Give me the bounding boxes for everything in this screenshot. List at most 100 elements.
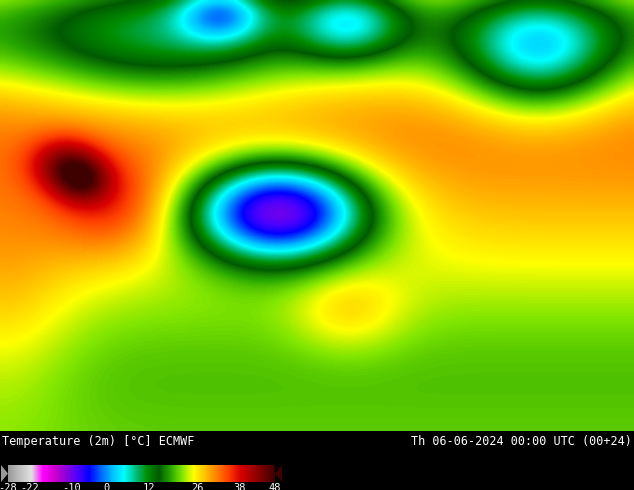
Bar <box>235 465 236 482</box>
Bar <box>253 465 254 482</box>
Bar <box>130 465 131 482</box>
Bar <box>20 465 21 482</box>
Bar <box>23 465 25 482</box>
Bar <box>108 465 109 482</box>
Bar <box>124 465 125 482</box>
Bar <box>129 465 130 482</box>
Bar <box>134 465 136 482</box>
Bar <box>208 465 209 482</box>
Text: 38: 38 <box>233 483 246 490</box>
Bar <box>160 465 161 482</box>
Text: -22: -22 <box>20 483 39 490</box>
Bar <box>227 465 228 482</box>
Bar <box>52 465 53 482</box>
Bar <box>37 465 38 482</box>
Bar <box>150 465 151 482</box>
Bar <box>19 465 20 482</box>
Bar <box>73 465 74 482</box>
Bar <box>212 465 213 482</box>
Bar <box>223 465 224 482</box>
Bar <box>220 465 221 482</box>
Bar <box>223 465 224 482</box>
Bar <box>67 465 68 482</box>
Text: 0: 0 <box>103 483 110 490</box>
Bar <box>201 465 202 482</box>
Bar <box>104 465 105 482</box>
Bar <box>124 465 125 482</box>
Bar <box>211 465 212 482</box>
Bar <box>159 465 160 482</box>
Bar <box>56 465 57 482</box>
Bar <box>70 465 71 482</box>
Bar <box>99 465 100 482</box>
Bar <box>193 465 195 482</box>
Bar <box>274 465 275 482</box>
Bar <box>179 465 181 482</box>
Bar <box>193 465 194 482</box>
Bar <box>141 465 142 482</box>
Bar <box>65 465 66 482</box>
Bar <box>258 465 259 482</box>
Bar <box>105 465 107 482</box>
Bar <box>158 465 160 482</box>
Bar <box>184 465 186 482</box>
Bar <box>22 465 23 482</box>
Bar <box>231 465 233 482</box>
Bar <box>262 465 263 482</box>
Bar <box>144 465 145 482</box>
Bar <box>211 465 212 482</box>
Bar <box>94 465 95 482</box>
Bar <box>255 465 256 482</box>
Bar <box>114 465 115 482</box>
Bar <box>122 465 123 482</box>
Bar <box>23 465 24 482</box>
Bar <box>142 465 143 482</box>
Bar <box>39 465 40 482</box>
Bar <box>116 465 117 482</box>
Bar <box>149 465 150 482</box>
Bar <box>9 465 10 482</box>
Bar <box>195 465 196 482</box>
Bar <box>172 465 173 482</box>
Bar <box>60 465 61 482</box>
Bar <box>182 465 183 482</box>
Bar <box>221 465 222 482</box>
Bar <box>38 465 39 482</box>
Bar <box>74 465 75 482</box>
Bar <box>15 465 16 482</box>
Bar <box>112 465 113 482</box>
Bar <box>206 465 207 482</box>
Bar <box>30 465 31 482</box>
Text: -10: -10 <box>62 483 81 490</box>
Bar <box>55 465 56 482</box>
Bar <box>102 465 103 482</box>
Bar <box>79 465 80 482</box>
Bar <box>75 465 76 482</box>
Bar <box>132 465 133 482</box>
Bar <box>226 465 227 482</box>
Bar <box>226 465 228 482</box>
Bar <box>243 465 245 482</box>
Bar <box>273 465 275 482</box>
Bar <box>268 465 269 482</box>
Bar <box>123 465 124 482</box>
Bar <box>232 465 233 482</box>
Bar <box>98 465 99 482</box>
Bar <box>32 465 33 482</box>
Bar <box>94 465 95 482</box>
Bar <box>111 465 112 482</box>
Bar <box>49 465 51 482</box>
Bar <box>63 465 64 482</box>
Bar <box>241 465 242 482</box>
Bar <box>170 465 171 482</box>
Bar <box>113 465 114 482</box>
Bar <box>90 465 91 482</box>
Bar <box>219 465 220 482</box>
Bar <box>157 465 158 482</box>
Bar <box>143 465 145 482</box>
Bar <box>169 465 170 482</box>
Bar <box>65 465 66 482</box>
Bar <box>105 465 106 482</box>
Bar <box>263 465 264 482</box>
Bar <box>259 465 260 482</box>
